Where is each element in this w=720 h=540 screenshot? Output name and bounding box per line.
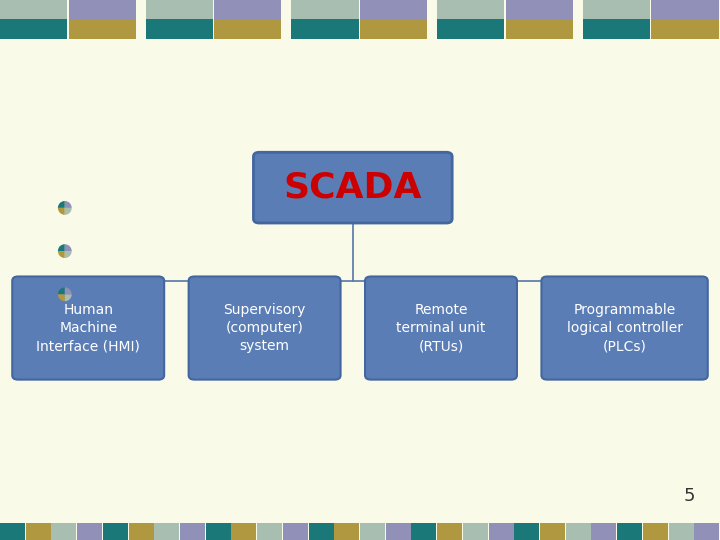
Bar <box>68 19 135 39</box>
Text: Supervisory
(computer)
system: Supervisory (computer) system <box>223 302 306 354</box>
Bar <box>0 523 25 540</box>
Bar <box>231 523 256 540</box>
Bar <box>386 523 410 540</box>
Bar <box>591 523 616 540</box>
Bar <box>617 523 642 540</box>
FancyBboxPatch shape <box>12 276 164 380</box>
Bar <box>129 523 153 540</box>
Bar <box>514 523 539 540</box>
Wedge shape <box>58 201 65 208</box>
Bar <box>334 523 359 540</box>
Bar <box>505 0 573 19</box>
Bar <box>583 0 650 19</box>
Bar <box>566 523 590 540</box>
Wedge shape <box>65 244 72 251</box>
Text: SCADA: SCADA <box>284 171 422 205</box>
FancyBboxPatch shape <box>189 276 341 380</box>
Bar <box>77 523 102 540</box>
Bar <box>154 523 179 540</box>
Bar <box>103 523 128 540</box>
Bar <box>505 19 573 39</box>
Bar <box>583 19 650 39</box>
Bar <box>437 0 504 19</box>
Bar <box>652 0 719 19</box>
Bar <box>283 523 308 540</box>
Bar <box>51 523 76 540</box>
Bar <box>292 19 359 39</box>
Bar <box>360 0 427 19</box>
Bar <box>145 0 213 19</box>
Bar <box>292 0 359 19</box>
Wedge shape <box>58 294 65 301</box>
Bar <box>0 0 67 19</box>
Wedge shape <box>65 208 72 215</box>
Bar <box>68 0 135 19</box>
Text: Human
Machine
Interface (HMI): Human Machine Interface (HMI) <box>36 302 140 354</box>
Bar <box>669 523 693 540</box>
FancyBboxPatch shape <box>253 152 452 223</box>
Text: Programmable
logical controller
(PLCs): Programmable logical controller (PLCs) <box>567 302 683 354</box>
Bar <box>180 523 205 540</box>
Bar <box>206 523 230 540</box>
Bar <box>215 19 282 39</box>
Bar <box>309 523 333 540</box>
Wedge shape <box>58 208 65 215</box>
Bar <box>463 523 488 540</box>
Bar <box>652 19 719 39</box>
Bar <box>694 523 719 540</box>
Bar <box>145 19 213 39</box>
Bar <box>360 523 385 540</box>
Bar <box>489 523 513 540</box>
FancyBboxPatch shape <box>365 276 517 380</box>
Wedge shape <box>58 251 65 258</box>
Wedge shape <box>58 287 65 294</box>
Bar <box>643 523 668 540</box>
Bar <box>257 523 282 540</box>
Text: Remote
terminal unit
(RTUs): Remote terminal unit (RTUs) <box>396 302 486 354</box>
Wedge shape <box>65 287 72 294</box>
Wedge shape <box>65 201 72 208</box>
Wedge shape <box>58 244 65 251</box>
Bar <box>437 19 504 39</box>
Bar <box>0 19 67 39</box>
Bar <box>540 523 565 540</box>
Bar <box>411 523 436 540</box>
Wedge shape <box>65 251 72 258</box>
Bar <box>360 19 427 39</box>
Text: 5: 5 <box>683 487 695 505</box>
Bar <box>26 523 50 540</box>
Bar <box>437 523 462 540</box>
FancyBboxPatch shape <box>541 276 708 380</box>
Wedge shape <box>65 294 72 301</box>
Bar <box>215 0 282 19</box>
